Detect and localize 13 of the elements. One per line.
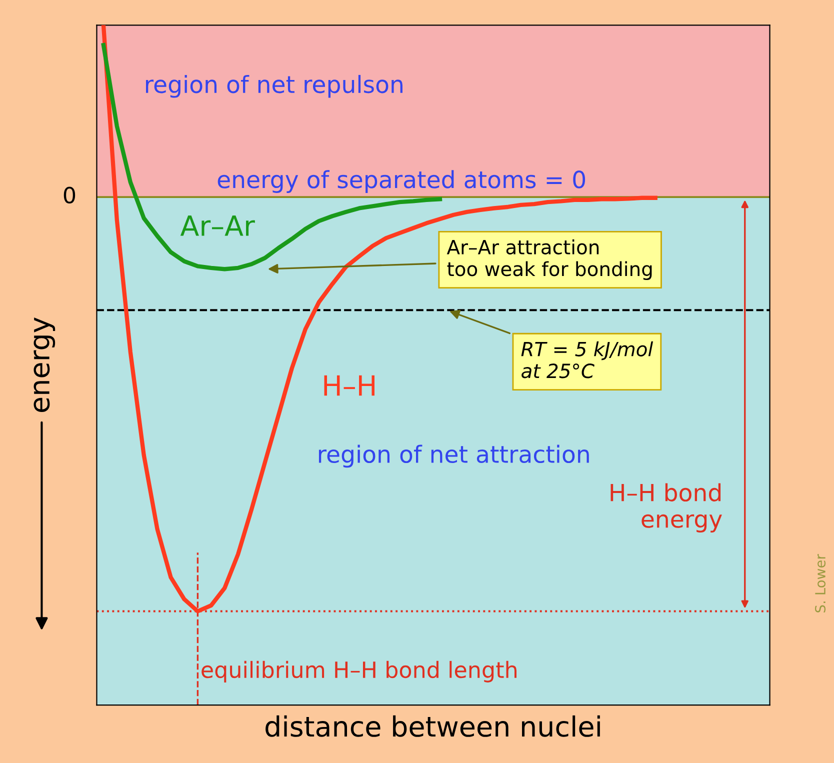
annotation: energy of separated atoms = 0: [218, 170, 586, 193]
series-label: Ar–Ar: [180, 216, 255, 236]
ref-line-label: 0: [64, 186, 76, 204]
annotation: H–H bond energy: [610, 483, 722, 533]
annotation: region of net attraction: [318, 444, 589, 468]
x-axis-title: distance between nuclei: [266, 715, 600, 737]
series-label: H–H: [324, 375, 374, 396]
text: S. Lower: [815, 554, 826, 612]
annotation: region of net repulson: [146, 74, 402, 98]
y-axis-title: energy: [34, 318, 56, 412]
annotation: Ar–Ar attraction too weak for bonding: [446, 239, 652, 280]
text: equilibrium H–H bond length: [202, 660, 516, 682]
annotation: RT = 5 kJ/mol at 25°C: [521, 341, 654, 378]
